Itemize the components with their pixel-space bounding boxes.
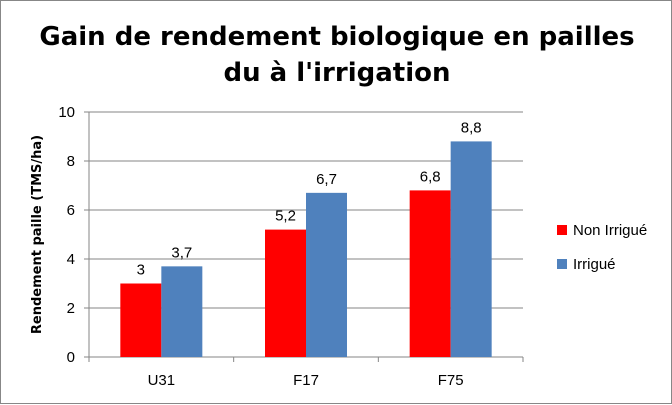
legend-label-irrigue: Irrigué — [573, 255, 616, 273]
y-axis-title: Rendement paille (TMS/ha) — [30, 135, 45, 334]
x-tick-label-f75: F75 — [438, 372, 464, 389]
x-tick-label-f17: F17 — [293, 372, 319, 389]
bar-f17-0 — [265, 229, 306, 357]
bar-u31-0 — [120, 283, 162, 357]
data-label-u31-1: 3,7 — [171, 244, 192, 261]
chart-title-line-2: du à l'irrigation — [223, 58, 451, 88]
legend: Non Irrigué Irrigué — [557, 219, 647, 287]
bar-f75-1 — [450, 141, 492, 357]
y-tick-label-1: 2 — [67, 300, 75, 317]
chart-title-line-1: Gain de rendement biologique en pailles — [39, 22, 635, 52]
bar-f17-1 — [306, 192, 347, 357]
data-label-f17-0: 5,2 — [275, 208, 296, 225]
y-tick-label-3: 6 — [67, 202, 75, 219]
legend-item-irrigue: Irrigué — [557, 253, 647, 275]
chart-title: Gain de rendement biologique en pailles … — [1, 19, 672, 91]
data-label-f17-1: 6,7 — [316, 171, 337, 188]
y-tick-label-4: 8 — [67, 153, 75, 170]
y-tick-label-2: 4 — [67, 251, 75, 268]
data-label-f75-1: 8,8 — [461, 119, 482, 136]
y-tick-label-5: 10 — [58, 104, 75, 121]
legend-item-non-irrigue: Non Irrigué — [557, 219, 647, 241]
bar-u31-1 — [161, 266, 203, 357]
bar-f75-0 — [409, 190, 451, 357]
data-label-f75-0: 6,8 — [420, 168, 441, 185]
data-label-u31-0: 3 — [137, 262, 145, 279]
legend-swatch-non-irrigue — [557, 225, 567, 235]
y-tick-label-0: 0 — [67, 349, 75, 366]
legend-label-non-irrigue: Non Irrigué — [573, 221, 648, 239]
legend-swatch-irrigue — [557, 259, 567, 269]
x-tick-label-u31: U31 — [148, 372, 176, 389]
